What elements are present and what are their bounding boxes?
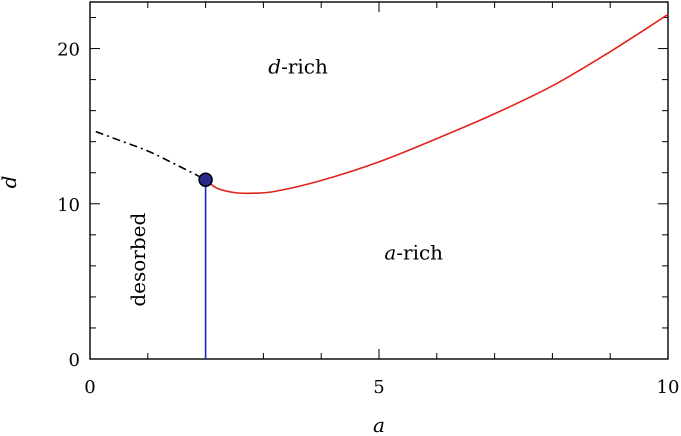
plot-frame: [89, 1, 669, 360]
series-layer: [95, 13, 669, 359]
y-tick-label: 0: [69, 350, 80, 371]
series-line-0: [205, 13, 669, 195]
critical-point-marker: [198, 172, 213, 187]
x-tick-label: 5: [373, 377, 384, 398]
axis-ticks: 0 5 10 0 10 20: [57, 2, 679, 398]
x-tick-label: 10: [657, 377, 680, 398]
series-line-2: [95, 130, 206, 181]
y-axis-title: d: [0, 176, 21, 189]
y-tick-label: 10: [57, 195, 80, 216]
region-label-0: d-rich: [268, 54, 328, 78]
x-axis-title: a: [373, 413, 385, 436]
region-label-1: a-rich: [384, 241, 443, 265]
y-tick-label: 20: [57, 40, 80, 61]
x-tick-label: 0: [84, 377, 95, 398]
marker-layer: [198, 172, 213, 187]
region-label-2: desorbed: [126, 212, 150, 306]
labels-layer: d-rich a-rich desorbed: [126, 54, 443, 306]
